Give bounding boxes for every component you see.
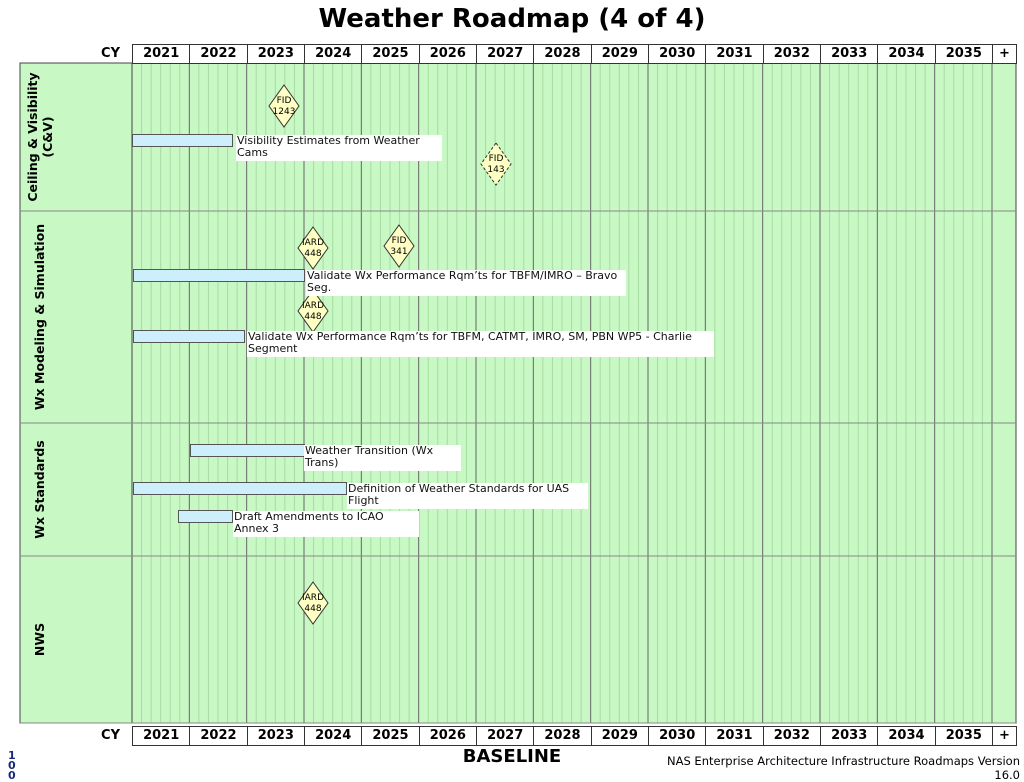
lane-label-line: NWS [32, 623, 47, 656]
activity-label: Weather Transition (Wx Trans) [304, 445, 461, 471]
milestone-label: IARD [302, 238, 324, 248]
year-cell: 2029 [590, 726, 649, 746]
activity-label: Definition of Weather Standards for UAS … [347, 483, 588, 509]
year-cell: 2029 [590, 44, 649, 64]
activity-bar [133, 269, 305, 282]
lane-area [19, 62, 1017, 724]
year-cell: 2023 [246, 726, 305, 746]
activity-bar [178, 510, 233, 523]
lane-label-line: Ceiling & Visibility [25, 72, 40, 201]
lane-label: Wx Standards [32, 440, 47, 538]
year-cell: 2032 [762, 726, 821, 746]
plus-cell: + [992, 726, 1017, 746]
year-cell: 2022 [189, 44, 248, 64]
year-cell: 2026 [418, 726, 477, 746]
milestone [480, 142, 512, 186]
year-cell: 2035 [934, 44, 993, 64]
year-cell: 2021 [132, 726, 191, 746]
milestone-label: FID [489, 154, 504, 164]
activity-bar [133, 330, 245, 343]
version: NAS Enterprise Architecture Infrastructu… [667, 754, 1020, 782]
milestone-label: 143 [487, 165, 504, 175]
lane-label: Ceiling & Visibility(C&V) [25, 72, 55, 201]
year-cell: 2022 [189, 726, 248, 746]
year-cell: 2027 [476, 44, 535, 64]
year-cell: 2030 [648, 726, 707, 746]
year-cell: 2028 [533, 44, 592, 64]
milestone [383, 224, 415, 268]
milestone-label: 448 [304, 604, 321, 614]
year-cell: 2025 [361, 44, 420, 64]
milestone [268, 84, 300, 128]
milestone-label: 341 [390, 247, 407, 257]
milestone-label: FID [277, 96, 292, 106]
cy-label: CY [101, 46, 120, 61]
year-cell: 2024 [304, 44, 363, 64]
lane-label-line: Wx Modeling & Simulation [32, 224, 47, 410]
year-cell: 2024 [304, 726, 363, 746]
year-cell: 2034 [877, 44, 936, 64]
year-cell: 2028 [533, 726, 592, 746]
year-cell: 2027 [476, 726, 535, 746]
milestone [297, 581, 329, 625]
milestone-label: 1243 [273, 107, 296, 117]
milestone-label: IARD [302, 301, 324, 311]
baseline: BASELINE [462, 746, 562, 767]
activity-bar [133, 482, 347, 495]
milestone [297, 226, 329, 270]
milestone-label: 448 [304, 249, 321, 259]
year-cell: 2025 [361, 726, 420, 746]
year-cell: 2023 [246, 44, 305, 64]
activity-label: Validate Wx Performance Rqm’ts for TBFM/… [306, 270, 626, 296]
lane-label-line: Wx Standards [32, 440, 47, 538]
year-cell: 2033 [820, 726, 879, 746]
activity-label: Validate Wx Performance Rqm’ts for TBFM,… [247, 331, 714, 357]
page-number: 100 [8, 749, 16, 782]
year-cell: 2031 [705, 726, 764, 746]
year-cell: 2026 [418, 44, 477, 64]
year-cell: 2032 [762, 44, 821, 64]
title: Weather Roadmap (4 of 4) [318, 4, 706, 34]
year-cell: 2033 [820, 44, 879, 64]
lane-label: NWS [32, 623, 47, 656]
cy-label: CY [101, 728, 120, 743]
year-cell: 2021 [132, 44, 191, 64]
milestone-label: IARD [302, 593, 324, 603]
year-cell: 2034 [877, 726, 936, 746]
year-cell: 2030 [648, 44, 707, 64]
activity-label: Draft Amendments to ICAO Annex 3 [233, 511, 419, 537]
year-cell: 2031 [705, 44, 764, 64]
plus-cell: + [992, 44, 1017, 64]
year-cell: 2035 [934, 726, 993, 746]
lane-label: Wx Modeling & Simulation [32, 224, 47, 410]
activity-label: Visibility Estimates from Weather Cams [236, 135, 442, 161]
activity-bar [190, 444, 305, 457]
lane-label-line: (C&V) [40, 116, 55, 157]
milestone-label: 448 [304, 312, 321, 322]
milestone-label: FID [392, 236, 407, 246]
activity-bar [132, 134, 233, 147]
